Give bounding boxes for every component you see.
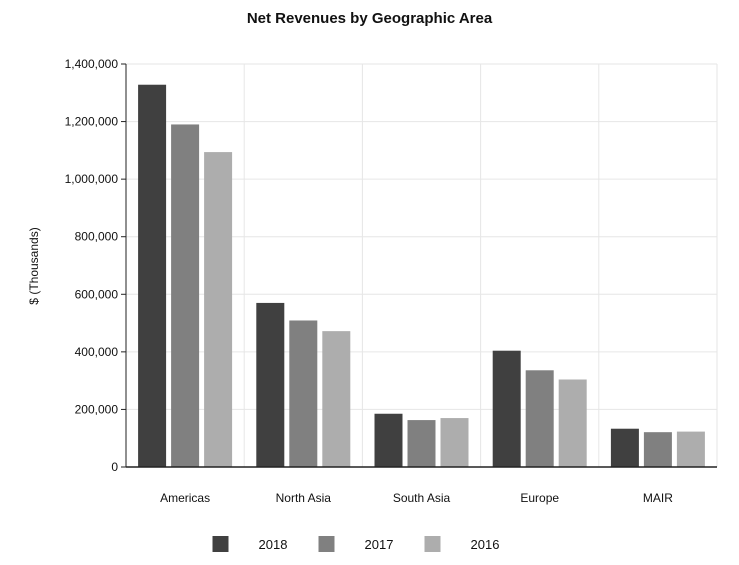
x-tick-label: South Asia xyxy=(393,491,451,505)
x-tick-label: MAIR xyxy=(643,491,673,505)
x-tick-label: Americas xyxy=(160,491,210,505)
bar-2018-europe xyxy=(492,350,521,467)
legend-label-2016: 2016 xyxy=(471,537,500,552)
y-tick-label: 0 xyxy=(111,460,118,474)
bar-2016-americas xyxy=(204,152,233,467)
bar-2016-south-asia xyxy=(440,418,469,467)
y-tick-label: 200,000 xyxy=(75,402,119,416)
bars xyxy=(138,84,705,468)
y-tick-label: 1,400,000 xyxy=(65,57,119,71)
y-tick-label: 400,000 xyxy=(75,345,119,359)
y-tick-label: 600,000 xyxy=(75,287,119,301)
bar-2017-north-asia xyxy=(289,320,318,467)
legend: 2018 2017 2016 xyxy=(212,536,500,552)
bar-2017-mair xyxy=(643,432,672,467)
bar-2018-south-asia xyxy=(374,413,403,467)
bar-2016-north-asia xyxy=(322,331,351,467)
bar-2016-europe xyxy=(558,379,587,467)
chart-title: Net Revenues by Geographic Area xyxy=(246,10,493,27)
bar-2018-americas xyxy=(138,84,167,468)
legend-swatch-2018 xyxy=(212,536,229,552)
legend-swatch-2017 xyxy=(318,536,335,552)
legend-label-2017: 2017 xyxy=(365,537,394,552)
y-tick-label: 800,000 xyxy=(75,230,119,244)
legend-swatch-2016 xyxy=(424,536,441,552)
bar-2017-americas xyxy=(171,124,200,467)
grid-lines xyxy=(126,63,718,467)
bar-2017-south-asia xyxy=(407,420,436,467)
legend-label-2018: 2018 xyxy=(259,537,288,552)
tick-labels: 0 200,000 400,000 600,000 800,000 1,000,000 1,… xyxy=(65,57,674,505)
y-axis-label: $ (Thousands) xyxy=(27,227,41,304)
bar-2018-north-asia xyxy=(256,302,285,467)
y-tick-label: 1,200,000 xyxy=(65,115,119,129)
bar-2016-mair xyxy=(676,431,705,467)
x-tick-label: Europe xyxy=(520,491,559,505)
x-tick-label: North Asia xyxy=(276,491,332,505)
bar-2018-mair xyxy=(610,428,639,467)
bar-2017-europe xyxy=(525,370,554,467)
axes xyxy=(121,63,717,468)
y-tick-label: 1,000,000 xyxy=(65,172,119,186)
